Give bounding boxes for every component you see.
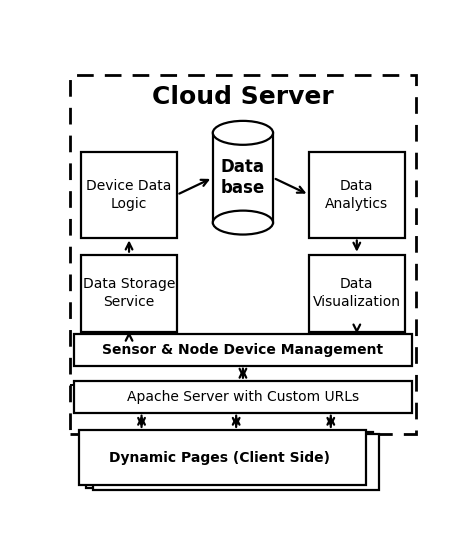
Bar (82, 152, 177, 238)
Bar (213, 133, 273, 223)
Bar (82, 255, 177, 331)
Text: Data
Analytics: Data Analytics (325, 179, 388, 211)
Text: Data
base: Data base (221, 158, 265, 197)
Bar (86, 432, 373, 488)
Bar (309, 255, 405, 331)
Text: Data Storage
Service: Data Storage Service (83, 277, 175, 309)
Ellipse shape (213, 210, 273, 235)
Ellipse shape (213, 121, 273, 145)
Bar (74, 334, 412, 366)
Text: Apache Server with Custom URLs: Apache Server with Custom URLs (127, 390, 359, 403)
Text: Device Data
Logic: Device Data Logic (86, 179, 172, 211)
Bar (93, 435, 379, 490)
Text: Sensor & Node Device Management: Sensor & Node Device Management (102, 343, 383, 357)
Bar (70, 75, 416, 434)
Text: Dynamic Pages (Client Side): Dynamic Pages (Client Side) (109, 451, 330, 465)
Text: Cloud Server: Cloud Server (152, 84, 334, 109)
Bar (74, 381, 412, 413)
Bar (80, 430, 366, 486)
Bar (309, 152, 405, 238)
Text: Data
Visualization: Data Visualization (313, 277, 401, 309)
